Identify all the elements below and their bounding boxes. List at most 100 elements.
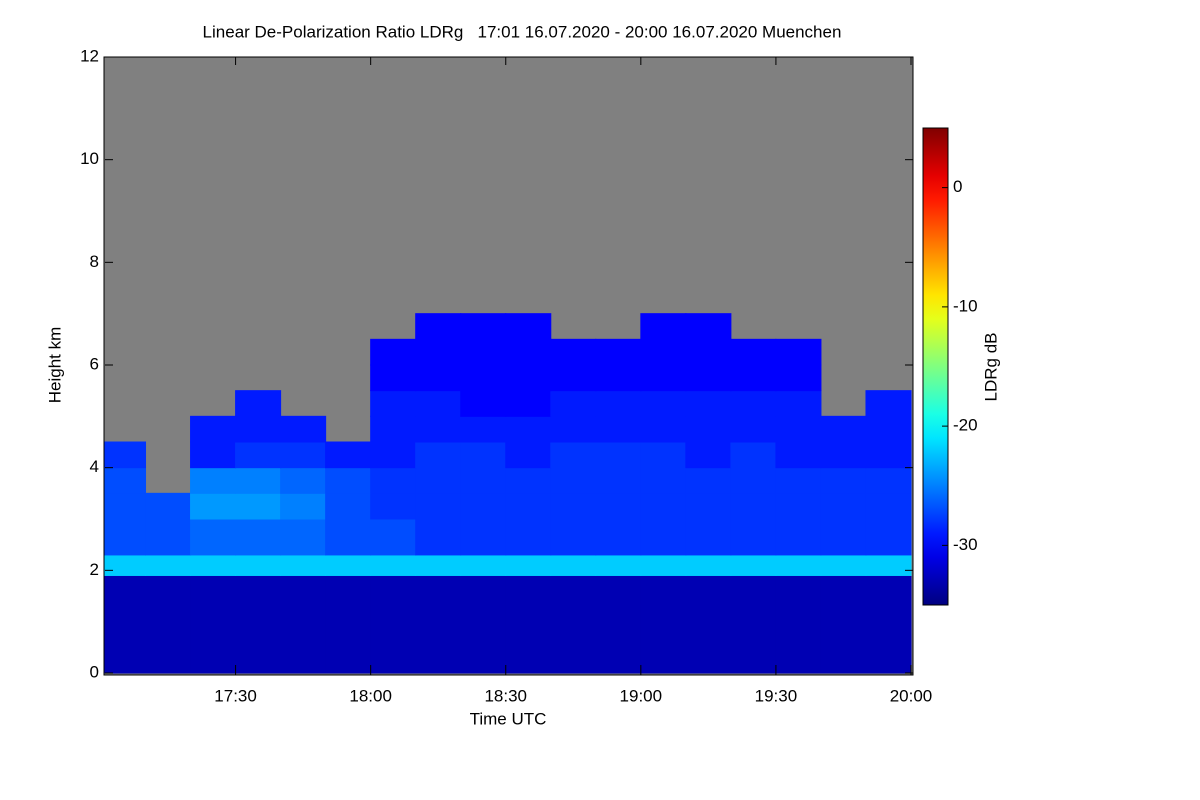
heatmap-cell <box>415 574 462 674</box>
heatmap-cell <box>685 338 732 366</box>
heatmap-cell <box>415 415 462 443</box>
heatmap-cell <box>104 492 147 520</box>
heatmap-cell <box>730 554 777 576</box>
heatmap-cell <box>415 467 462 494</box>
heatmap-cell <box>505 441 552 469</box>
heatmap-cell <box>145 574 192 674</box>
chart-title: Linear De-Polarization Ratio LDRg 17:01 … <box>203 22 842 41</box>
heatmap-cell <box>460 574 507 674</box>
heatmap-cell <box>370 467 417 494</box>
heatmap-cell <box>325 492 372 520</box>
heatmap-cell <box>685 492 732 520</box>
heatmap-cell <box>820 415 867 443</box>
heatmap-cell <box>730 338 777 366</box>
heatmap-cell <box>775 390 822 417</box>
heatmap-cell <box>865 574 912 674</box>
heatmap-cell <box>550 390 597 417</box>
heatmap-cell <box>505 518 552 556</box>
heatmap-cell <box>415 554 462 576</box>
heatmap-cell <box>550 492 597 520</box>
heatmap-cell <box>190 492 237 520</box>
colorbar-tick-label: 0 <box>953 177 962 196</box>
heatmap-cell <box>685 467 732 494</box>
heatmap-cell <box>865 441 912 469</box>
heatmap-cell <box>505 338 552 366</box>
heatmap-cell <box>550 518 597 556</box>
heatmap-cell <box>370 554 417 576</box>
heatmap-cell <box>505 364 552 392</box>
heatmap-cell <box>505 492 552 520</box>
heatmap-cell <box>370 441 417 469</box>
heatmap-cell <box>370 364 417 392</box>
heatmap-cell <box>104 518 147 556</box>
heatmap-cell <box>595 390 642 417</box>
heatmap-cell <box>775 492 822 520</box>
heatmap-cell <box>235 415 282 443</box>
heatmap-cell <box>104 467 147 494</box>
heatmap-cell <box>640 313 687 340</box>
heatmap-cell <box>325 441 372 469</box>
heatmap-cell <box>595 415 642 443</box>
heatmap-cell <box>235 554 282 576</box>
heatmap-cell <box>730 492 777 520</box>
heatmap-cell <box>595 467 642 494</box>
heatmap-cell <box>640 492 687 520</box>
heatmap-cell <box>104 554 147 576</box>
x-tick-label: 17:30 <box>214 686 257 705</box>
heatmap-cell <box>325 554 372 576</box>
heatmap-cell <box>505 554 552 576</box>
heatmap-cell <box>370 415 417 443</box>
heatmap-cell <box>775 415 822 443</box>
heatmap-cell <box>505 467 552 494</box>
heatmap-cell <box>505 390 552 417</box>
heatmap-cell <box>235 390 282 417</box>
heatmap-cell <box>104 441 147 469</box>
heatmap-cell <box>280 554 327 576</box>
heatmap-cell <box>460 554 507 576</box>
heatmap-cell <box>460 338 507 366</box>
heatmap-cell <box>280 518 327 556</box>
heatmap-cell <box>460 390 507 417</box>
heatmap-cell <box>775 518 822 556</box>
heatmap-cell <box>280 415 327 443</box>
heatmap-cell <box>820 574 867 674</box>
heatmap-cell <box>280 441 327 469</box>
heatmap-cell <box>775 574 822 674</box>
heatmap-cell <box>370 492 417 520</box>
heatmap-cell <box>460 364 507 392</box>
heatmap-cell <box>104 574 147 674</box>
y-tick-label: 0 <box>90 662 99 681</box>
heatmap-cell <box>775 441 822 469</box>
heatmap-cell <box>685 518 732 556</box>
heatmap-cell <box>865 518 912 556</box>
heatmap-cell <box>820 441 867 469</box>
heatmap-cell <box>685 364 732 392</box>
heatmap-cell <box>595 554 642 576</box>
heatmap-cell <box>370 574 417 674</box>
heatmap-cell <box>190 441 237 469</box>
heatmap-cell <box>235 492 282 520</box>
heatmap-cell <box>640 364 687 392</box>
heatmap-cell <box>820 554 867 576</box>
heatmap-cell <box>865 415 912 443</box>
heatmap-cell <box>415 313 462 340</box>
heatmap-cell <box>235 518 282 556</box>
heatmap-cell <box>595 338 642 366</box>
colorbar <box>922 127 949 606</box>
heatmap-cell <box>415 364 462 392</box>
heatmap-cell <box>370 390 417 417</box>
heatmap-cell <box>730 415 777 443</box>
heatmap-cell <box>820 518 867 556</box>
heatmap-cell <box>640 574 687 674</box>
heatmap-cell <box>640 390 687 417</box>
heatmap-cell <box>595 441 642 469</box>
heatmap-cell <box>325 574 372 674</box>
heatmap-cell <box>685 415 732 443</box>
x-tick-label: 19:00 <box>620 686 663 705</box>
colorbar-tick-label: -30 <box>953 535 978 554</box>
heatmap-cell <box>595 364 642 392</box>
heatmap-cell <box>505 313 552 340</box>
heatmap-cell <box>595 518 642 556</box>
heatmap-cell <box>865 554 912 576</box>
